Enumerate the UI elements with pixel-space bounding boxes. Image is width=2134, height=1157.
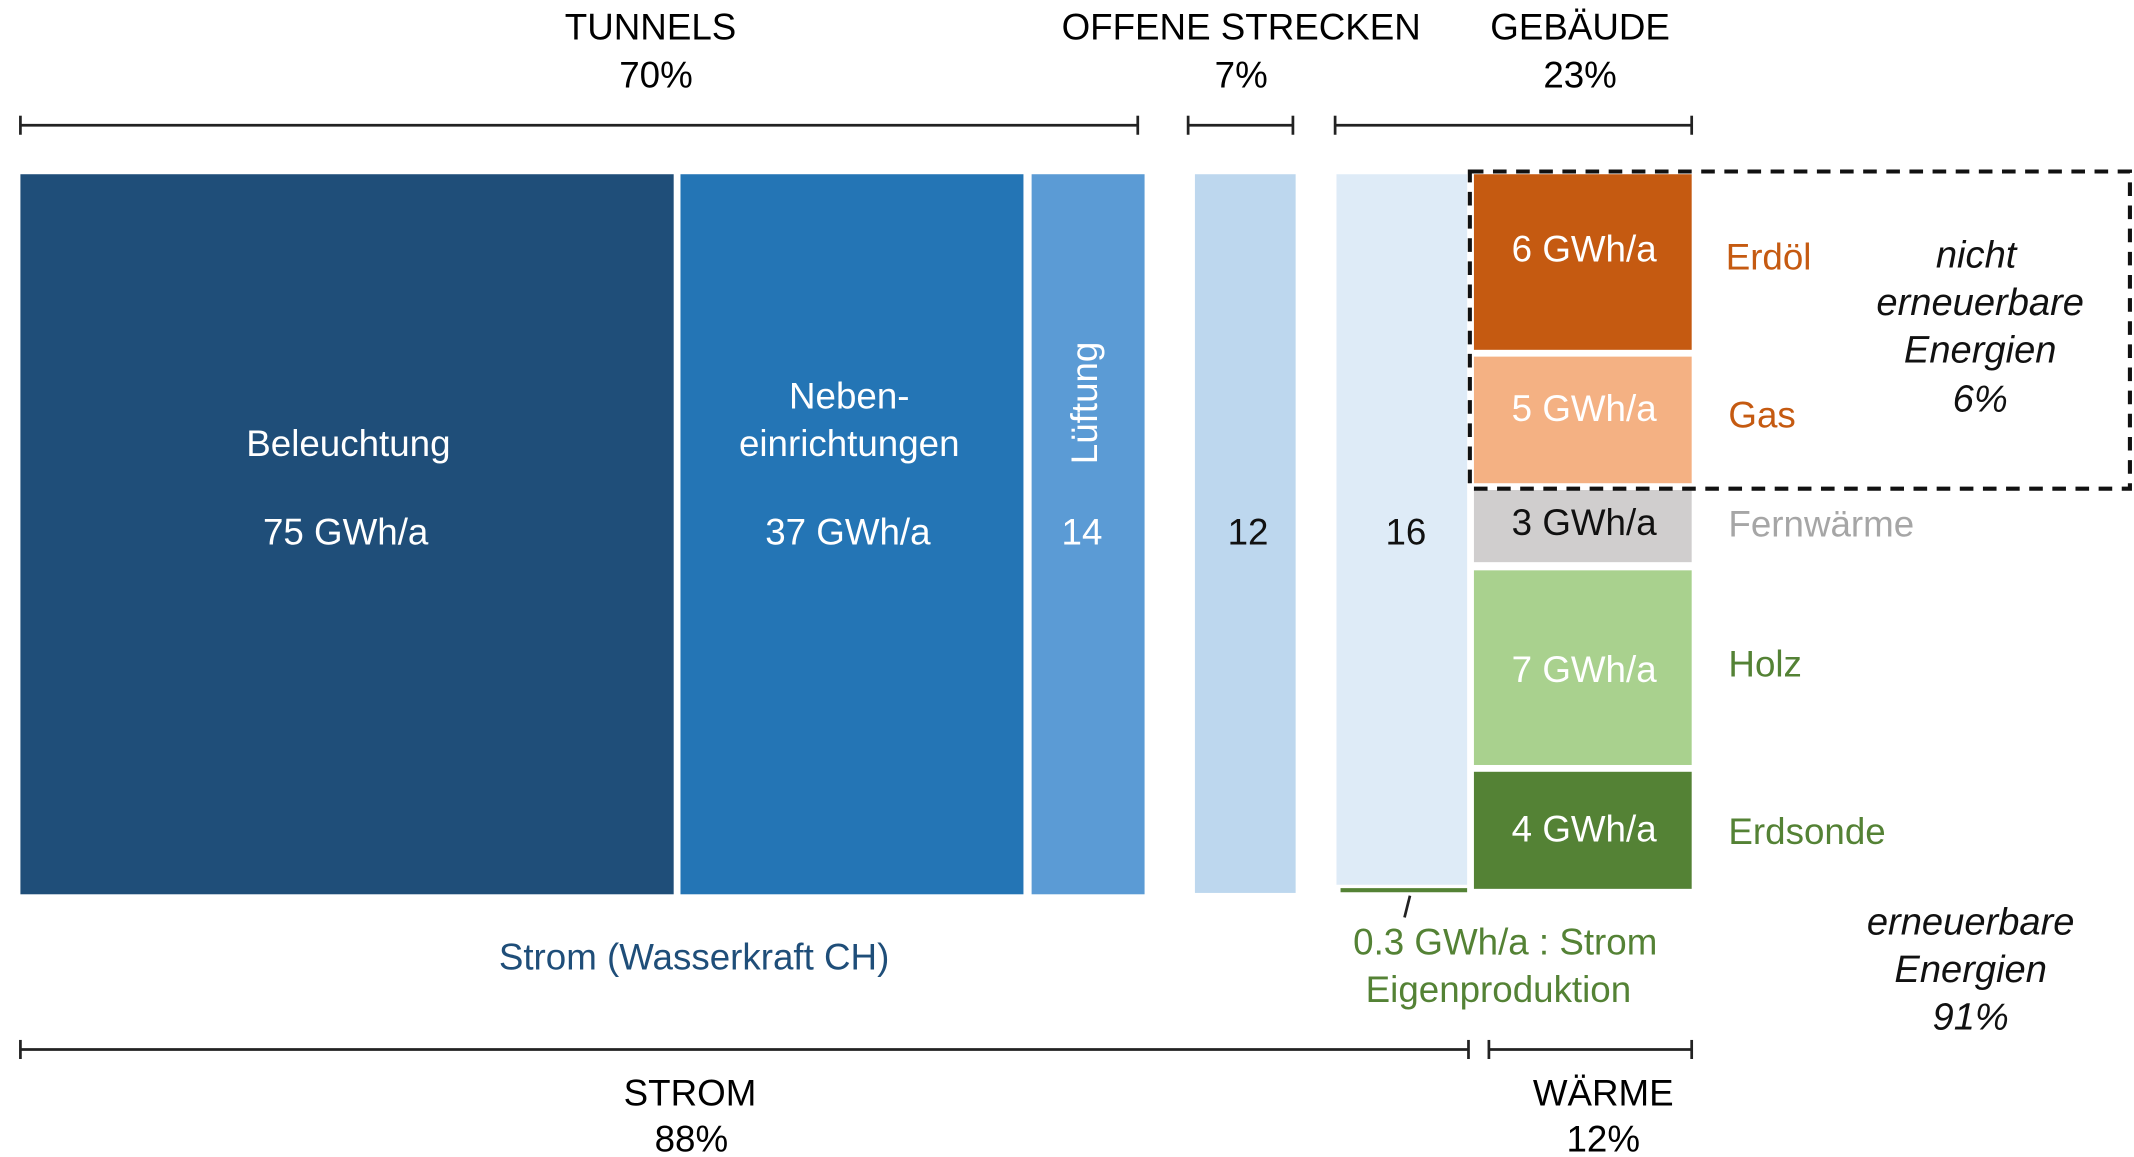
- heat-label: Fernwärme: [1728, 503, 1914, 544]
- strom-source: Strom (Wasserkraft CH): [499, 936, 889, 977]
- note: 91%: [1933, 997, 2009, 1039]
- group-share: 23%: [1543, 54, 1617, 95]
- group-label: GEBÄUDE: [1490, 7, 1670, 48]
- block-label: Neben-: [789, 376, 909, 417]
- heat-value: 4 GWh/a: [1512, 808, 1658, 849]
- block: [20, 174, 674, 895]
- heat-label: Gas: [1728, 395, 1795, 436]
- note: 6%: [1953, 379, 2008, 421]
- note: erneuerbare: [1876, 282, 2084, 324]
- block-value: 14: [1062, 512, 1103, 553]
- heat-block: [1473, 771, 1692, 889]
- block-label: einrichtungen: [739, 423, 960, 464]
- block-label: Beleuchtung: [246, 423, 450, 464]
- self-production: 0.3 GWh/a : Strom: [1353, 921, 1657, 962]
- block: [680, 174, 1024, 895]
- heat-block: [1473, 174, 1692, 350]
- heat-label: Holz: [1728, 644, 1801, 685]
- block: [1031, 174, 1145, 895]
- block-value: 75 GWh/a: [263, 512, 429, 553]
- bottom-brackets: [19, 1039, 1694, 1059]
- note: erneuerbare: [1867, 901, 2075, 943]
- block: [1194, 174, 1296, 893]
- note: Energien: [1904, 330, 2057, 372]
- note: nicht: [1936, 234, 2018, 276]
- note: Energien: [1894, 949, 2047, 991]
- heat-label: Erdöl: [1726, 237, 1812, 278]
- block-value: 12: [1228, 512, 1269, 553]
- block: [1336, 174, 1468, 885]
- heat-block: [1473, 570, 1692, 765]
- group-share: 7%: [1215, 54, 1268, 95]
- block-label: Lüftung: [1064, 342, 1105, 465]
- heat-value: 5 GWh/a: [1512, 388, 1658, 429]
- group-label: TUNNELS: [565, 7, 736, 48]
- heat-value: 3 GWh/a: [1512, 502, 1658, 543]
- heat-label: Erdsonde: [1728, 811, 1885, 852]
- group-share: 88%: [655, 1119, 729, 1157]
- heat-block: [1473, 490, 1692, 563]
- group-label: WÄRME: [1533, 1072, 1674, 1113]
- heat-block: [1473, 356, 1692, 484]
- block-value: 16: [1385, 512, 1426, 553]
- group-share: 70%: [619, 54, 693, 95]
- self-production: Eigenproduktion: [1366, 969, 1631, 1010]
- pointer: [1403, 895, 1412, 918]
- heat-value: 6 GWh/a: [1512, 229, 1658, 270]
- non-renewable-box: [1467, 169, 2132, 491]
- top-brackets: [19, 115, 1694, 135]
- group-label: OFFENE STRECKEN: [1062, 7, 1421, 48]
- group-label: STROM: [624, 1072, 757, 1113]
- block-value: 37 GWh/a: [765, 512, 931, 553]
- group-share: 12%: [1566, 1119, 1640, 1157]
- heat-value: 7 GWh/a: [1512, 649, 1658, 690]
